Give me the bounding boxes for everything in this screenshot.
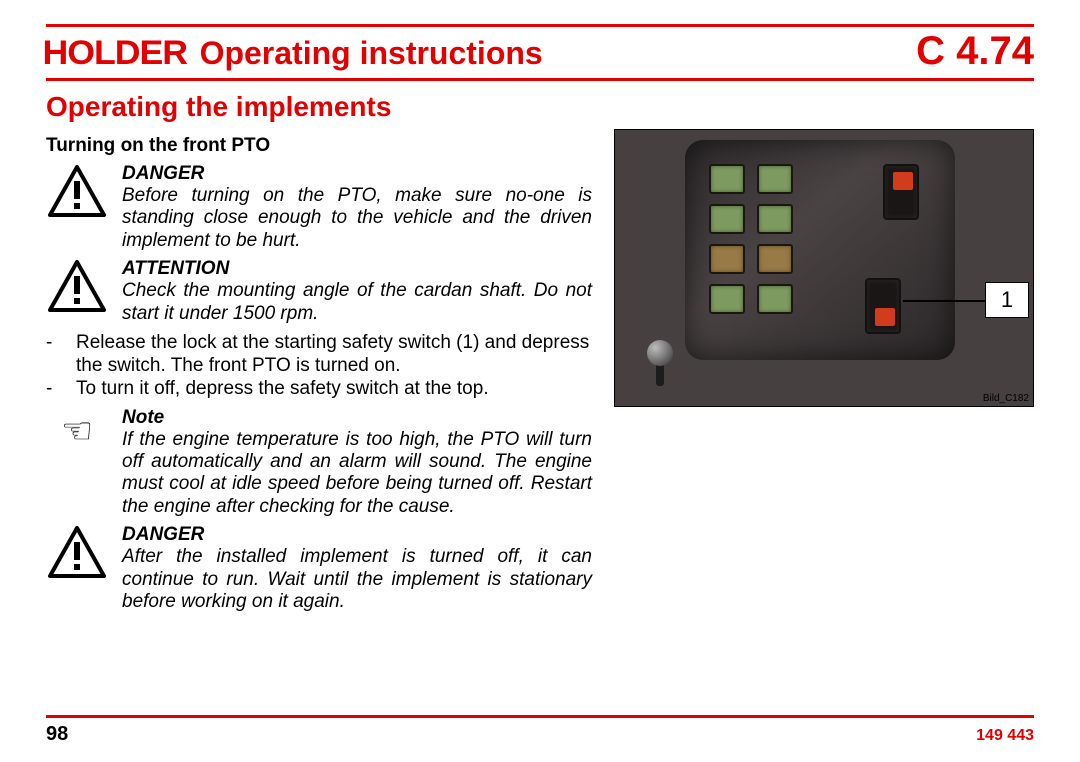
callout-body: ATTENTION Check the mounting angle of th… [122,258,592,325]
rocker-switch [883,164,919,220]
callout-text: If the engine temperature is too high, t… [122,429,592,519]
leader-line [903,300,989,302]
callout-note: ☞ Note If the engine temperature is too … [46,407,592,519]
indicator-tile [757,164,793,194]
callout-text: Before turning on the PTO, make sure no-… [122,185,592,252]
rocker-switch-pto [865,278,901,334]
indicator-tile [709,204,745,234]
figure-caption: Bild_C182 [983,393,1029,404]
subheading: Turning on the front PTO [46,135,592,157]
list-item: - Release the lock at the starting safet… [46,331,592,377]
callout-text: Check the mounting angle of the cardan s… [122,280,592,325]
list-item-text: To turn it off, depress the safety switc… [76,377,489,400]
indicator-tile [757,284,793,314]
warning-triangle-icon [46,258,108,325]
callout-attention: ATTENTION Check the mounting angle of th… [46,258,592,325]
page-code: C 4.74 [916,29,1034,74]
callout-danger-2: DANGER After the installed implement is … [46,524,592,613]
callout-body: DANGER Before turning on the PTO, make s… [122,163,592,252]
indicator-tile [709,244,745,274]
brand-logo: HOLDER [43,34,187,73]
footer-rule [46,715,1034,718]
list-item: - To turn it off, depress the safety swi… [46,377,592,400]
figure-photo: 1 Bild_C182 [614,129,1034,407]
callout-heading: DANGER [122,524,592,546]
indicator-tile [709,284,745,314]
header-rule-top [46,24,1034,27]
page-number: 98 [46,723,68,746]
right-column: 1 Bild_C182 [614,129,1034,617]
doc-title: Operating instructions [200,35,543,72]
joystick [629,336,689,396]
instruction-list: - Release the lock at the starting safet… [46,331,592,401]
doc-number: 149 443 [976,727,1034,745]
bullet-dash: - [46,331,60,377]
callout-heading: ATTENTION [122,258,592,280]
callout-text: After the installed implement is turned … [122,546,592,613]
footer-row: 98 149 443 [46,723,1034,746]
callout-heading: Note [122,407,592,429]
indicator-tile [709,164,745,194]
header-row: HOLDER Operating instructions C 4.74 [46,29,1034,81]
warning-triangle-icon [46,163,108,252]
figure-callout-number: 1 [985,282,1029,318]
indicator-tile [757,204,793,234]
header-left: HOLDER Operating instructions [46,34,543,73]
hand-point-icon: ☞ [46,407,108,519]
indicator-column-1 [709,164,745,314]
left-column: Turning on the front PTO DANGER Before t… [46,129,592,617]
content-area: Turning on the front PTO DANGER Before t… [46,129,1034,617]
callout-danger-1: DANGER Before turning on the PTO, make s… [46,163,592,252]
indicator-tile [757,244,793,274]
list-item-text: Release the lock at the starting safety … [76,331,592,377]
bullet-dash: - [46,377,60,400]
callout-heading: DANGER [122,163,592,185]
section-title: Operating the implements [46,91,1034,123]
callout-body: Note If the engine temperature is too hi… [122,407,592,519]
warning-triangle-icon [46,524,108,613]
callout-body: DANGER After the installed implement is … [122,524,592,613]
indicator-column-2 [757,164,793,314]
